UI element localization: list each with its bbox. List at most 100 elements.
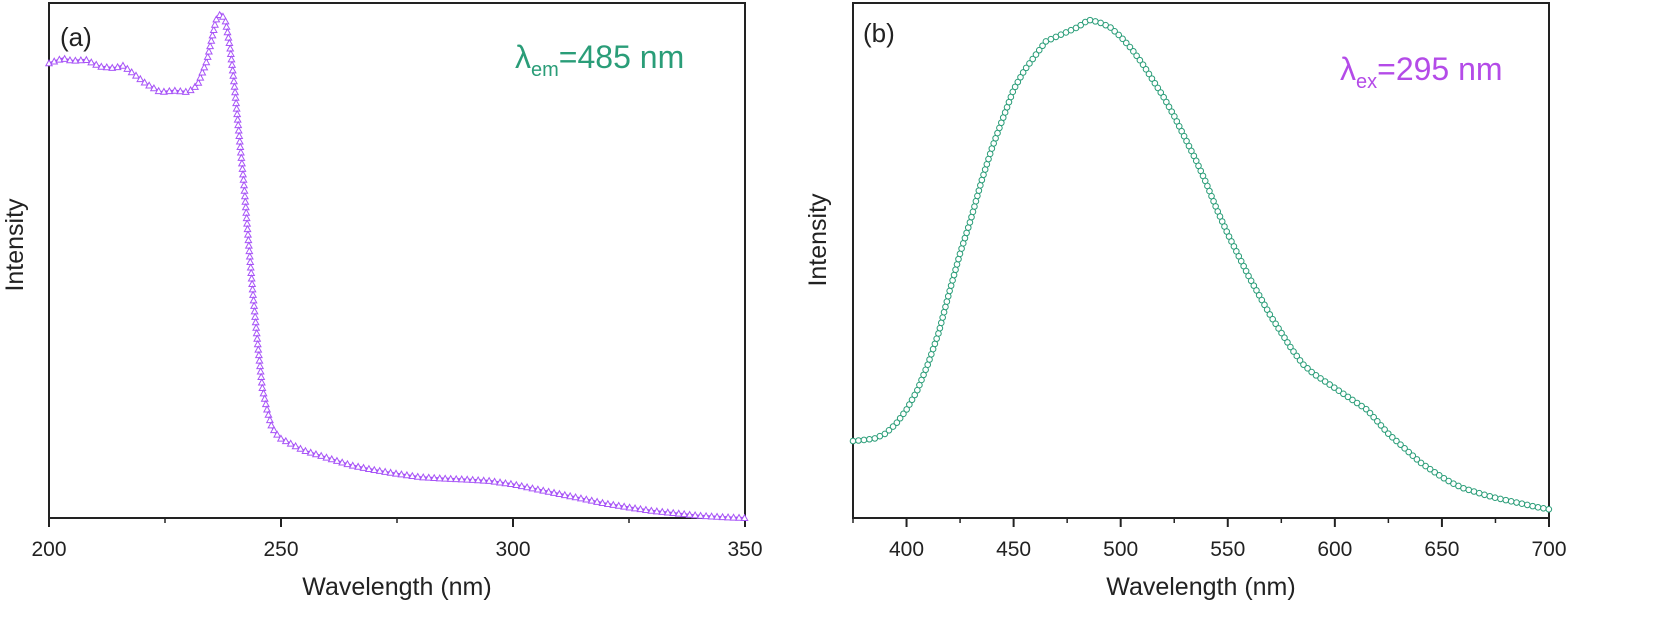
x-tick-label-b-550: 550 — [1210, 538, 1245, 561]
data-point-b — [1389, 434, 1396, 441]
data-point-a — [593, 497, 602, 505]
data-point-a — [249, 296, 258, 304]
data-point-b — [1250, 282, 1258, 289]
data-point-a — [238, 170, 248, 178]
x-tick-label-b-600: 600 — [1317, 538, 1352, 561]
data-point-b — [1435, 472, 1443, 479]
data-point-a — [235, 131, 244, 140]
data-point-b — [1281, 334, 1288, 342]
data-point-a — [241, 197, 250, 205]
data-point-a — [609, 500, 618, 508]
data-point-b — [1119, 35, 1126, 43]
x-tick-label-a-200: 200 — [31, 538, 66, 561]
data-point-b — [849, 437, 857, 445]
data-point-a — [257, 372, 266, 381]
data-point-a — [71, 56, 80, 64]
data-point-a — [691, 511, 700, 519]
x-ticks-a: 200 250 300 350 — [31, 518, 763, 561]
data-point-a — [198, 68, 207, 76]
data-point-a — [200, 63, 209, 71]
data-point-a — [729, 513, 738, 521]
data-point-a — [264, 410, 273, 418]
data-point-b — [1247, 277, 1255, 285]
data-point-a — [229, 76, 238, 85]
data-point-a — [243, 219, 252, 227]
data-point-b — [1507, 498, 1515, 505]
plot-frame-b — [852, 2, 1550, 519]
data-point-a — [474, 475, 483, 484]
data-point-a — [256, 361, 265, 370]
data-point-b — [1317, 375, 1324, 382]
data-point-a — [236, 148, 245, 156]
data-point-a — [397, 470, 406, 478]
data-point-a — [598, 498, 607, 506]
data-point-a — [242, 208, 251, 216]
data-point-b — [937, 319, 945, 327]
data-point-a — [223, 27, 232, 36]
data-point-a — [291, 441, 300, 450]
x-axis-title-a: Wavelength (nm) — [302, 573, 491, 601]
data-point-a — [267, 421, 276, 429]
data-point-b — [1275, 325, 1282, 332]
data-point-b — [1422, 462, 1429, 470]
data-point-a — [236, 142, 245, 150]
data-point-b — [1300, 361, 1307, 368]
data-point-b — [1026, 60, 1033, 67]
data-point-a — [386, 468, 395, 476]
data-point-b — [1086, 16, 1094, 24]
data-point-b — [1475, 489, 1483, 497]
data-point-b — [1384, 430, 1392, 437]
data-point-a — [218, 12, 227, 20]
data-point-a — [102, 62, 111, 71]
data-point-a — [136, 74, 145, 83]
data-point-a — [92, 60, 101, 68]
data-point-a — [127, 67, 136, 76]
data-point-b — [1287, 343, 1294, 351]
data-point-a — [239, 175, 248, 183]
data-point-a — [663, 508, 672, 516]
series-a — [44, 10, 749, 522]
data-point-b — [1157, 89, 1165, 96]
x-ticks-b: 400 450 500 550 600 650 700 — [852, 518, 1567, 561]
data-point-b — [1290, 348, 1297, 355]
data-point-b — [1160, 93, 1167, 101]
data-point-a — [225, 38, 234, 47]
data-point-b — [1358, 402, 1365, 410]
data-point-b — [1293, 352, 1301, 360]
data-point-a — [221, 17, 230, 25]
data-point-a — [240, 186, 249, 194]
data-point-a — [234, 120, 243, 129]
data-point-a — [242, 213, 251, 222]
data-point-b — [1417, 459, 1425, 467]
panel-label-b: (b) — [863, 18, 895, 48]
data-point-a — [528, 484, 537, 492]
data-point-a — [338, 458, 347, 466]
data-point-a — [212, 15, 221, 23]
panel-label-a: (a) — [60, 22, 92, 52]
data-point-a — [251, 318, 260, 326]
data-point-b — [1263, 306, 1271, 313]
data-point-b — [908, 396, 916, 404]
data-point-b — [1107, 24, 1114, 31]
data-point-a — [253, 334, 262, 342]
data-point-a — [327, 454, 336, 463]
data-point-a — [255, 356, 264, 364]
data-point-a — [237, 153, 246, 161]
data-point-b — [1148, 75, 1156, 82]
data-point-a — [228, 60, 237, 68]
data-point-b — [1502, 496, 1510, 504]
data-point-b — [1122, 39, 1130, 47]
data-point-a — [636, 504, 645, 513]
data-point-b — [1362, 405, 1370, 413]
data-point-b — [1431, 468, 1438, 476]
data-point-b — [1035, 46, 1043, 54]
data-point-b — [1136, 56, 1144, 64]
data-point-a — [231, 87, 240, 96]
data-point-a — [359, 463, 368, 471]
data-point-b — [1326, 381, 1333, 388]
data-point-a — [463, 475, 472, 483]
data-point-b — [1465, 486, 1473, 494]
data-point-b — [1032, 51, 1040, 58]
plot-frame-a — [48, 2, 746, 519]
data-point-a — [254, 350, 263, 359]
